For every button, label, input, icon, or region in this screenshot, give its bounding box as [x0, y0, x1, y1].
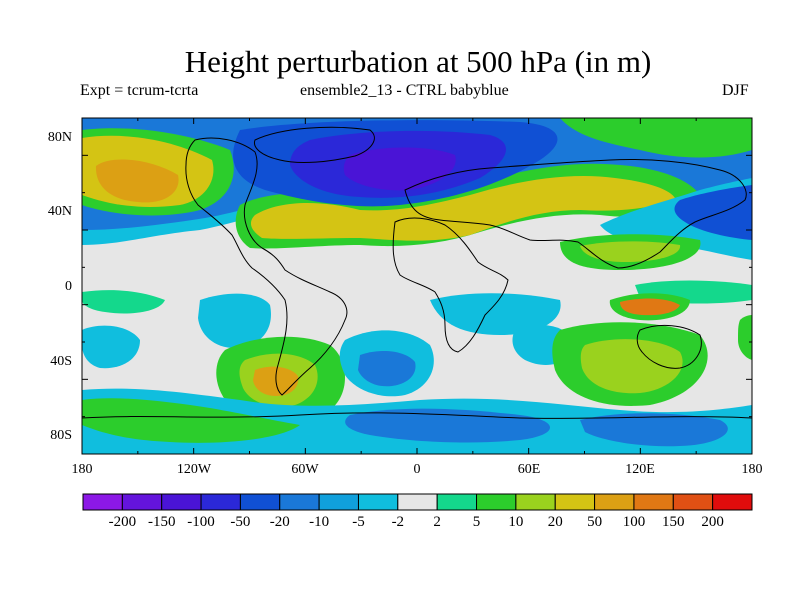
colorbar-swatch — [279, 493, 320, 511]
colorbar-label: -150 — [147, 514, 176, 530]
colorbar-label: 200 — [701, 514, 724, 530]
x-tick-label: 60E — [517, 462, 541, 477]
colorbar-label: -100 — [187, 514, 215, 530]
colorbar-label: 20 — [547, 514, 563, 530]
colorbar-label: 2 — [433, 514, 441, 530]
colorbar-swatch — [318, 493, 359, 511]
y-tick-label: 80S — [50, 428, 72, 443]
colorbar-swatch — [239, 493, 281, 511]
colorbar-swatch — [633, 493, 674, 511]
colorbar — [82, 493, 753, 511]
axis-ticks — [81, 117, 753, 455]
colorbar-swatch — [200, 493, 241, 511]
colorbar-swatch — [672, 493, 714, 511]
colorbar-swatch — [357, 493, 399, 511]
x-tick-label: 180 — [71, 462, 93, 477]
colorbar-swatch — [397, 493, 438, 511]
colorbar-label: -2 — [391, 514, 405, 530]
subtitle-ensemble: ensemble2_13 - CTRL babyblue — [300, 82, 509, 99]
y-tick-label: 80N — [47, 130, 72, 145]
colorbar-label: -50 — [230, 514, 251, 530]
subtitle-experiment: Expt = tcrum-tcrta — [80, 82, 199, 99]
subtitle-season: DJF — [722, 82, 749, 99]
y-tick-label: 40S — [50, 354, 72, 369]
colorbar-label: -20 — [269, 514, 290, 530]
colorbar-swatch — [82, 493, 123, 511]
colorbar-label: -10 — [309, 514, 330, 530]
y-tick-label: 40N — [47, 204, 72, 219]
contour-field — [82, 118, 752, 454]
x-tick-label: 120E — [625, 462, 655, 477]
colorbar-swatch — [161, 493, 202, 511]
x-tick-label: 0 — [413, 462, 421, 477]
colorbar-label: -200 — [108, 514, 137, 530]
colorbar-swatch — [121, 493, 163, 511]
colorbar-label: 5 — [472, 514, 481, 530]
x-tick-label: 180 — [741, 462, 763, 477]
colorbar-label: 50 — [587, 514, 603, 530]
colorbar-swatch — [515, 493, 556, 511]
colorbar-swatch — [554, 493, 596, 511]
page-title: Height perturbation at 500 hPa (in m) — [184, 44, 652, 79]
colorbar-label: 100 — [622, 514, 646, 530]
colorbar-swatch — [436, 493, 478, 511]
colorbar-swatch — [594, 493, 635, 511]
x-tick-label: 120W — [176, 462, 212, 477]
colorbar-swatch — [712, 493, 753, 511]
x-tick-label: 60W — [291, 462, 319, 477]
colorbar-swatch — [476, 493, 517, 511]
colorbar-label: 150 — [662, 514, 685, 530]
colorbar-label: -5 — [352, 514, 365, 530]
colorbar-label: 10 — [508, 514, 524, 530]
y-tick-label: 0 — [65, 279, 72, 294]
